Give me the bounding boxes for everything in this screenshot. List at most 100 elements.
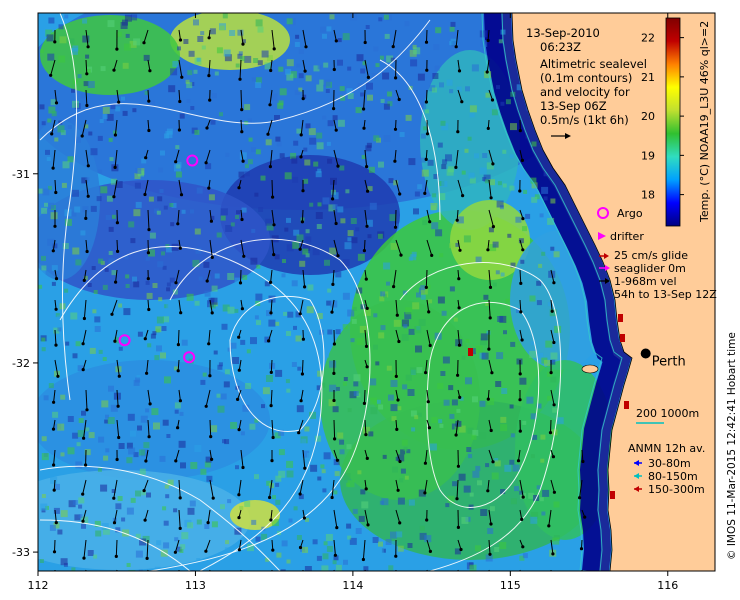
sst-pixel (48, 106, 56, 114)
sst-pixel (234, 308, 239, 313)
sst-pixel (332, 115, 338, 121)
velocity-arrow (207, 329, 211, 346)
sst-pixel (455, 339, 463, 347)
sst-pixel (304, 566, 312, 571)
sst-pixel (86, 69, 91, 73)
sst-pixel (41, 453, 49, 461)
velocity-arrow (269, 269, 273, 284)
sst-pixel (303, 178, 309, 184)
sst-pixel (399, 132, 405, 137)
sst-pixel (53, 507, 60, 514)
colorbar-tick-label: 20 (641, 110, 655, 123)
sst-pixel (323, 79, 331, 87)
sst-pixel (100, 484, 108, 492)
sst-pixel (181, 209, 186, 214)
sst-pixel (441, 123, 449, 131)
sst-pixel (235, 63, 240, 68)
sst-pixel (254, 315, 259, 320)
sst-pixel (87, 550, 94, 556)
sst-pixel (109, 157, 114, 162)
sst-pixel (303, 243, 311, 251)
velocity-arrow (332, 89, 336, 111)
sst-pixel (122, 19, 128, 26)
sst-pixel (72, 500, 78, 505)
sst-pixel (389, 214, 397, 222)
velocity-arrow (115, 29, 119, 51)
sst-pixel (255, 536, 261, 542)
sst-pixel (550, 352, 558, 360)
sst-pixel (162, 506, 167, 511)
sst-pixel (547, 395, 553, 401)
sst-pixel (418, 318, 426, 326)
sst-pixel (193, 69, 198, 74)
velocity-arrow (549, 359, 553, 375)
sst-pixel (437, 142, 443, 148)
sst-pixel (431, 417, 438, 423)
velocity-arrow (364, 509, 370, 527)
sst-pixel (550, 246, 555, 251)
sst-pixel (253, 58, 259, 63)
sst-pixel (439, 423, 444, 428)
sst-pixel (244, 500, 251, 507)
sst-pixel (408, 328, 415, 335)
sst-pixel (499, 542, 507, 549)
velocity-arrow (519, 539, 525, 549)
sst-pixel (257, 26, 264, 33)
velocity-arrow (271, 179, 275, 199)
sst-pixel (206, 475, 213, 482)
sst-pixel (163, 205, 168, 210)
sst-pixel (419, 532, 427, 540)
sst-pixel (173, 508, 178, 513)
velocity-arrow (174, 149, 180, 164)
sst-pixel (255, 464, 262, 471)
sst-pixel (496, 85, 500, 90)
sst-pixel (373, 46, 379, 52)
sst-pixel (230, 342, 237, 349)
anmn-legend-title: ANMN 12h av. (628, 442, 705, 455)
sst-pixel (74, 514, 81, 521)
sst-pixel (255, 77, 262, 84)
sst-pixel (407, 389, 415, 396)
y-tick-label: -32 (12, 357, 30, 370)
sst-pixel (405, 374, 412, 381)
sst-pixel (504, 464, 512, 472)
sst-pixel (89, 347, 96, 354)
vel-legend-icon (599, 278, 610, 284)
sst-pixel (142, 307, 147, 312)
sst-pixel (335, 271, 342, 278)
sst-pixel (248, 137, 253, 142)
sst-pixel (413, 47, 421, 55)
sst-pixel (411, 427, 416, 432)
sst-pixel (220, 208, 228, 216)
sst-pixel (530, 516, 538, 524)
sst-pixel (125, 284, 130, 288)
sst-pixel (238, 171, 245, 178)
sst-pixel (494, 547, 500, 552)
sst-pixel (246, 349, 251, 354)
sst-pixel (509, 404, 514, 409)
sst-pixel (275, 482, 280, 487)
sst-pixel (536, 300, 542, 306)
velocity-arrow (142, 29, 149, 45)
velocity-arrow (550, 449, 556, 459)
sst-pixel (497, 181, 502, 186)
sst-pixel (275, 136, 281, 142)
sst-pixel (319, 79, 325, 85)
sst-pixel (328, 399, 336, 407)
sst-pixel (475, 256, 482, 263)
sst-pixel (197, 36, 204, 42)
sst-pixel (539, 497, 544, 502)
velocity-arrow (331, 269, 335, 286)
sst-pixel (339, 86, 345, 92)
sst-pixel (404, 475, 409, 480)
sst-pixel (349, 391, 357, 399)
sst-pixel (304, 159, 311, 166)
sst-pixel (288, 518, 293, 523)
velocity-arrow (488, 179, 493, 200)
velocity-arrow (52, 389, 56, 404)
sst-pixel (343, 377, 348, 381)
sst-pixel (439, 253, 444, 258)
sst-pixel (350, 13, 358, 21)
sst-pixel (209, 28, 216, 35)
sst-pixel (84, 449, 91, 456)
